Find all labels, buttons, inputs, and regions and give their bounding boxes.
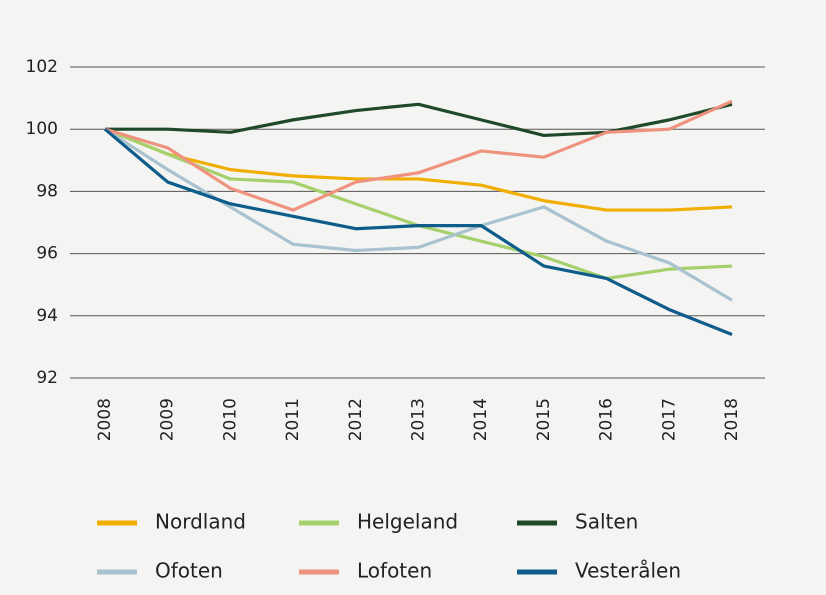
y-tick-label: 96 [36, 244, 58, 264]
x-tick-label: 2018 [722, 398, 742, 441]
x-tick-label: 2013 [409, 398, 429, 441]
series-line [104, 127, 733, 212]
x-tick-label: 2015 [534, 398, 554, 441]
x-tick-label: 2009 [158, 398, 178, 441]
y-tick-label: 94 [36, 306, 58, 326]
series-line [104, 99, 733, 212]
series-line [103, 127, 733, 336]
legend-label: Helgeland [357, 510, 458, 534]
x-tick-label: 2017 [659, 398, 679, 441]
x-tick-label: 2016 [597, 398, 617, 441]
x-tick-label: 2010 [220, 398, 240, 441]
x-tick-label: 2014 [471, 398, 491, 441]
x-tick-label: 2008 [95, 398, 115, 441]
y-tick-label: 98 [36, 181, 58, 201]
x-tick-label: 2011 [283, 398, 303, 441]
x-tick-label: 2012 [346, 398, 366, 441]
legend-label: Lofoten [357, 559, 432, 583]
y-tick-label: 102 [26, 57, 58, 77]
y-tick-label: 92 [36, 368, 58, 388]
series-line [104, 127, 733, 302]
legend-label: Ofoten [155, 559, 223, 583]
y-tick-label: 100 [26, 119, 58, 139]
legend-label: Nordland [155, 510, 246, 534]
series-line [105, 102, 733, 138]
legend-label: Salten [575, 510, 638, 534]
legend-label: Vesterålen [575, 559, 681, 583]
